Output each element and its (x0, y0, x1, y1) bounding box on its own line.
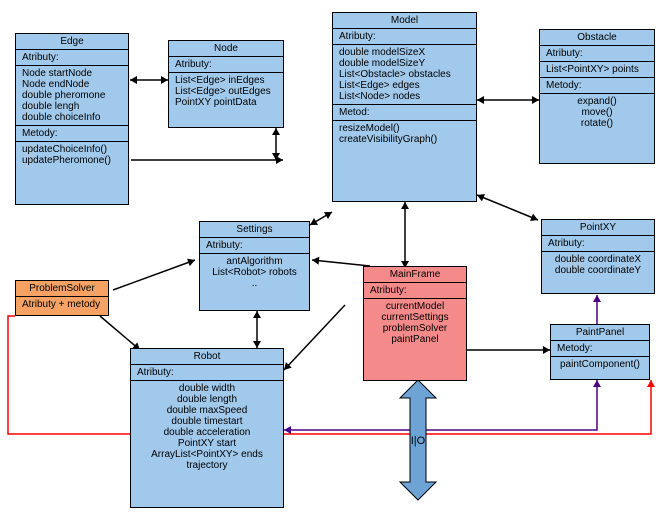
pointxy-title: PointXY (542, 220, 654, 236)
node-line: List<Edge> inEdges (175, 75, 277, 86)
obstacle-section-body-0: List<PointXY> points (540, 62, 654, 78)
edge-title: Edge (16, 34, 128, 50)
edge-box: EdgeAtributy:Node startNodeNode endNoded… (15, 33, 129, 205)
settings-line: .. (206, 278, 303, 289)
obstacle-box: ObstacleAtributy: List<PointXY> points Met… (539, 29, 655, 164)
robot-line: ArrayList<PointXY> ends (137, 449, 277, 460)
robot-line: PointXY start (137, 438, 277, 449)
obstacle-title: Obstacle (540, 30, 654, 46)
edge-line: updatePheromone() (22, 155, 122, 166)
edge-line: Node endNode (22, 79, 122, 90)
pointxy-section-body-0: double coordinateXdouble coordinateY (542, 252, 654, 278)
model-section-body-1: resizeModel()createVisibilityGraph() (333, 121, 476, 147)
pointxy-line: double coordinateY (548, 265, 648, 276)
robot-box: RobotAtributy:double widthdouble lengthd… (130, 348, 284, 508)
model-section-header-1: Metod: (333, 105, 476, 121)
obstacle-section-header-0: Atributy: (540, 46, 654, 62)
mainframe-line: paintPanel (370, 334, 460, 345)
paintpanel-title: PaintPanel (551, 325, 649, 341)
obstacle-line: rotate() (546, 118, 648, 129)
node-box: NodeAtributy:List<Edge> inEdgesList<Edge… (168, 40, 284, 128)
node-title: Node (169, 41, 283, 57)
settings-section-header-0: Atributy: (200, 238, 309, 254)
settings-section-body-0: antAlgorithmList<Robot> robots.. (200, 254, 309, 291)
node-section-header-0: Atributy: (169, 57, 283, 73)
svg-text:I|O: I|O (411, 435, 426, 447)
settings-line: List<Robot> robots (206, 267, 303, 278)
obstacle-section-body-1: expand()move()rotate() (540, 94, 654, 131)
edge-line: double lengh (22, 101, 122, 112)
mainframe-section-body-0: currentModelcurrentSettingsproblemSolver… (364, 299, 466, 347)
solver-box: ProblemSolverAtributy + metody (15, 280, 109, 316)
obstacle-section-header-1: Metody: (540, 78, 654, 94)
mainframe-box: MainFrameAtributy:currentModelcurrentSet… (363, 266, 467, 381)
edge-section-body-1: updateChoiceInfo()updatePheromone() (16, 142, 128, 168)
node-line: List<Edge> outEdges (175, 86, 277, 97)
model-title: Model (333, 13, 476, 29)
settings-line: antAlgorithm (206, 256, 303, 267)
model-line: double modelSizeX (339, 47, 470, 58)
mainframe-section-header-0: Atributy: (364, 283, 466, 299)
edge-section-header-1: Metody: (16, 126, 128, 142)
settings-title: Settings (200, 222, 309, 238)
mainframe-line: problemSolver (370, 323, 460, 334)
robot-line: double maxSpeed (137, 405, 277, 416)
edge-section-body-0: Node startNodeNode endNodedouble pheromo… (16, 66, 128, 126)
paintpanel-section-header-0: Metody: (551, 341, 649, 357)
robot-line: double timestart (137, 416, 277, 427)
edge-line: double pheromone (22, 90, 122, 101)
robot-section-header-0: Atributy: (131, 365, 283, 381)
robot-line: double width (137, 383, 277, 394)
model-line: double modelSizeY (339, 58, 470, 69)
edge-section-header-0: Atributy: (16, 50, 128, 66)
mainframe-title: MainFrame (364, 267, 466, 283)
pointxy-box: PointXYAtributy:double coordinateXdouble… (541, 219, 655, 294)
node-line: PointXY pointData (175, 97, 277, 108)
node-section-body-0: List<Edge> inEdgesList<Edge> outEdgesPoi… (169, 73, 283, 110)
edge-line: double choiceInfo (22, 112, 122, 123)
model-section-body-0: double modelSizeXdouble modelSizeYList<O… (333, 45, 476, 105)
robot-line: trajectory (137, 460, 277, 471)
edge-line: updateChoiceInfo() (22, 144, 122, 155)
obstacle-line: move() (546, 107, 648, 118)
settings-box: SettingsAtributy:antAlgorithmList<Robot>… (199, 221, 310, 311)
robot-line: double length (137, 394, 277, 405)
obstacle-line: expand() (546, 96, 648, 107)
pointxy-section-header-0: Atributy: (542, 236, 654, 252)
robot-line: double acceleration (137, 427, 277, 438)
model-line: List<Node> nodes (339, 91, 470, 102)
robot-section-body-0: double widthdouble lengthdouble maxSpeed… (131, 381, 283, 473)
paintpanel-section-body-0: paintComponent() (551, 357, 649, 372)
solver-section-header-0: Atributy + metody (16, 297, 108, 312)
model-box: ModelAtributy:double modelSizeXdouble mo… (332, 12, 477, 202)
pointxy-line: double coordinateX (548, 254, 648, 265)
model-section-header-0: Atributy: (333, 29, 476, 45)
robot-title: Robot (131, 349, 283, 365)
model-line: resizeModel() (339, 123, 470, 134)
model-line: createVisibilityGraph() (339, 134, 470, 145)
mainframe-line: currentModel (370, 301, 460, 312)
mainframe-line: currentSettings (370, 312, 460, 323)
model-line: List<Obstacle> obstacles (339, 69, 470, 80)
paintpanel-line: paintComponent() (557, 359, 643, 370)
edge-line: Node startNode (22, 68, 122, 79)
obstacle-line: List<PointXY> points (546, 64, 648, 75)
paintpanel-box: PaintPanelMetody: paintComponent() (550, 324, 650, 380)
model-line: List<Edge> edges (339, 80, 470, 91)
solver-title: ProblemSolver (16, 281, 108, 297)
